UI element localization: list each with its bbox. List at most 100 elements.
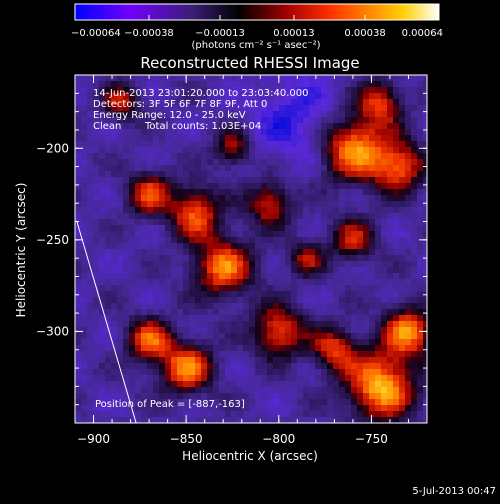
heatmap-cell (135, 321, 142, 328)
heatmap-cell (345, 111, 352, 118)
heatmap-cell (165, 129, 172, 136)
heatmap-cell (303, 231, 310, 238)
heatmap-cell (123, 141, 130, 148)
heatmap-cell (405, 375, 412, 382)
heatmap-cell (357, 351, 364, 358)
heatmap-cell (129, 213, 136, 220)
heatmap-cell (249, 189, 256, 196)
heatmap-cell (249, 225, 256, 232)
heatmap-cell (381, 99, 388, 106)
heatmap-cell (267, 291, 274, 298)
heatmap-cell (213, 303, 220, 310)
heatmap-cell (105, 279, 112, 286)
heatmap-cell (417, 201, 424, 208)
heatmap-cell (411, 183, 418, 190)
heatmap-cell (201, 147, 208, 154)
heatmap-cell (405, 405, 412, 412)
heatmap-cell (189, 225, 196, 232)
heatmap-cell (159, 93, 166, 100)
heatmap-cell (363, 189, 370, 196)
heatmap-cell (159, 357, 166, 364)
heatmap-cell (75, 87, 82, 94)
heatmap-cell (273, 81, 280, 88)
heatmap-cell (213, 75, 220, 82)
heatmap-cell (279, 261, 286, 268)
heatmap-cell (237, 291, 244, 298)
heatmap-cell (417, 231, 424, 238)
heatmap-cell (267, 375, 274, 382)
heatmap-cell (123, 273, 130, 280)
heatmap-cell (375, 165, 382, 172)
heatmap-cell (393, 417, 400, 423)
heatmap-cell (123, 369, 130, 376)
heatmap-cell (387, 105, 394, 112)
heatmap-cell (273, 207, 280, 214)
heatmap-cell (123, 309, 130, 316)
heatmap-cell (87, 231, 94, 238)
heatmap-cell (267, 99, 274, 106)
heatmap-cell (207, 171, 214, 178)
heatmap-cell (225, 267, 232, 274)
heatmap-cell (357, 135, 364, 142)
heatmap-cell (297, 375, 304, 382)
heatmap-cell (267, 93, 274, 100)
heatmap-cell (363, 183, 370, 190)
heatmap-cell (111, 183, 118, 190)
heatmap-cell (357, 369, 364, 376)
heatmap-cell (75, 387, 82, 394)
heatmap-cell (105, 147, 112, 154)
heatmap-cell (393, 339, 400, 346)
heatmap-cell (327, 297, 334, 304)
heatmap-cell (195, 303, 202, 310)
heatmap-cell (405, 237, 412, 244)
heatmap-cell (159, 243, 166, 250)
heatmap-cell (243, 201, 250, 208)
heatmap-cell (423, 171, 427, 178)
heatmap-cell (99, 243, 106, 250)
heatmap-cell (261, 105, 268, 112)
heatmap-cell (189, 135, 196, 142)
heatmap-cell (351, 387, 358, 394)
heatmap-cell (381, 201, 388, 208)
heatmap-cell (249, 381, 256, 388)
heatmap-cell (147, 117, 154, 124)
heatmap-cell (225, 243, 232, 250)
heatmap-cell (339, 111, 346, 118)
heatmap-cell (321, 231, 328, 238)
heatmap-cell (393, 345, 400, 352)
heatmap-cell (117, 417, 124, 423)
heatmap-cell (375, 141, 382, 148)
heatmap-cell (381, 363, 388, 370)
heatmap-cell (93, 291, 100, 298)
heatmap-cell (141, 339, 148, 346)
heatmap-cell (267, 237, 274, 244)
heatmap-cell (375, 291, 382, 298)
heatmap-cell (309, 177, 316, 184)
heatmap-cell (225, 165, 232, 172)
heatmap-cell (171, 153, 178, 160)
heatmap-cell (273, 213, 280, 220)
heatmap-cell (369, 111, 376, 118)
heatmap-cell (141, 99, 148, 106)
heatmap-cell (87, 219, 94, 226)
heatmap-cell (147, 171, 154, 178)
heatmap-cell (165, 153, 172, 160)
heatmap-cell (333, 363, 340, 370)
heatmap-cell (213, 381, 220, 388)
heatmap-cell (423, 369, 427, 376)
heatmap-cell (183, 183, 190, 190)
heatmap-cell (123, 261, 130, 268)
heatmap-cell (105, 159, 112, 166)
heatmap-cell (123, 111, 130, 118)
heatmap-cell (171, 297, 178, 304)
heatmap-cell (159, 75, 166, 82)
heatmap-cell (387, 381, 394, 388)
heatmap-cell (387, 87, 394, 94)
heatmap-cell (153, 231, 160, 238)
heatmap-cell (153, 363, 160, 370)
heatmap-cell (357, 195, 364, 202)
heatmap-cell (117, 99, 124, 106)
heatmap-cell (201, 339, 208, 346)
heatmap-cell (387, 327, 394, 334)
heatmap-cell (357, 93, 364, 100)
